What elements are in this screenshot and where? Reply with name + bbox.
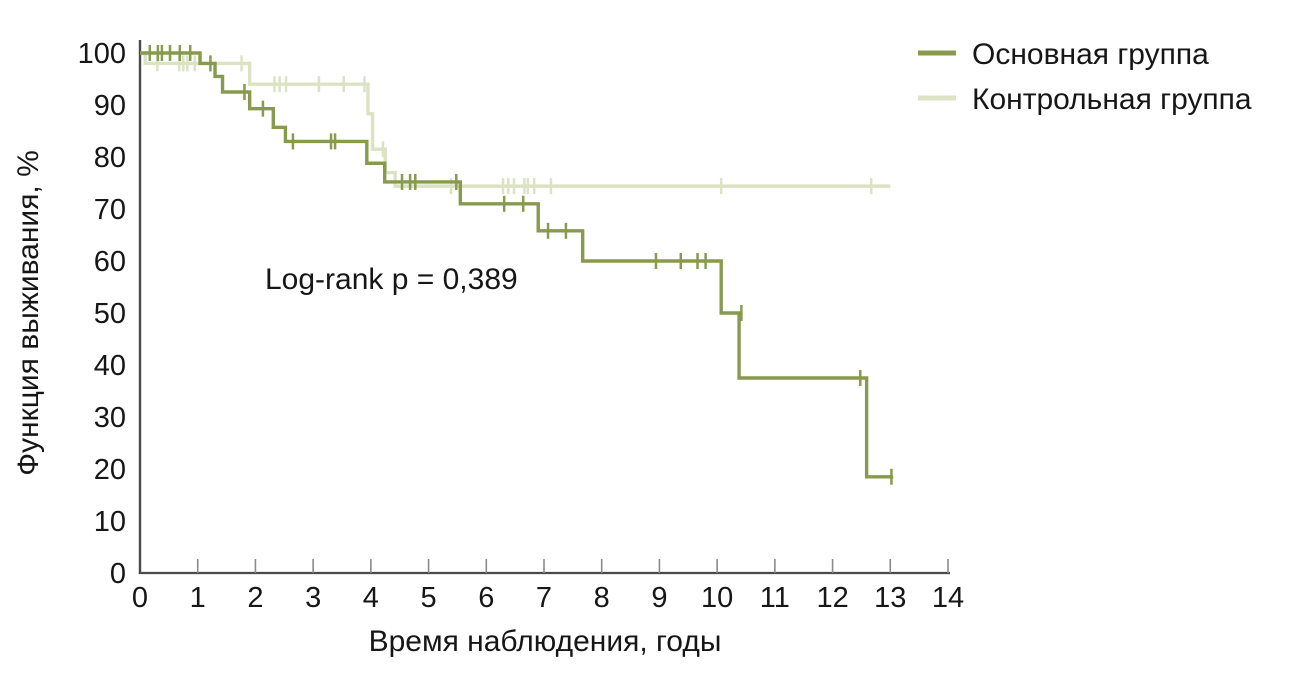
x-tick-label: 2 bbox=[247, 582, 263, 614]
x-axis-title: Время наблюдения, годы bbox=[369, 625, 722, 658]
y-tick-label: 60 bbox=[94, 246, 126, 278]
y-tick-label: 20 bbox=[94, 454, 126, 486]
y-tick-label: 50 bbox=[94, 298, 126, 330]
y-axis-labels: 0 10 20 30 40 50 60 70 80 90 100 bbox=[78, 38, 126, 590]
x-tick-label: 7 bbox=[536, 582, 552, 614]
y-tick-label: 10 bbox=[94, 506, 126, 538]
survival-curves bbox=[140, 45, 894, 485]
x-tick-label: 4 bbox=[363, 582, 379, 614]
x-tick-label: 9 bbox=[651, 582, 667, 614]
x-tick-label: 6 bbox=[478, 582, 494, 614]
y-axis-title: Функция выживания, % bbox=[12, 150, 45, 476]
x-tick-label: 1 bbox=[190, 582, 206, 614]
survival-curve-control-group bbox=[140, 51, 891, 188]
y-tick-label: 100 bbox=[78, 38, 126, 70]
x-tick-label: 10 bbox=[701, 582, 733, 614]
x-axis-ticks: 0 1 2 3 4 5 6 7 8 9 10 11 12 13 14 bbox=[132, 559, 964, 614]
survival-curve-main-group bbox=[140, 51, 894, 479]
log-rank-annotation: Log-rank p = 0,389 bbox=[265, 263, 518, 296]
y-tick-label: 30 bbox=[94, 402, 126, 434]
x-tick-label: 8 bbox=[594, 582, 610, 614]
legend-label-main-group: Основная группа bbox=[972, 38, 1209, 71]
y-tick-label: 90 bbox=[94, 90, 126, 122]
x-tick-label: 5 bbox=[421, 582, 437, 614]
y-tick-label: 0 bbox=[110, 558, 126, 590]
x-tick-label: 14 bbox=[932, 582, 964, 614]
x-tick-label: 11 bbox=[760, 582, 790, 614]
legend-label-control-group: Контрольная группа bbox=[972, 83, 1252, 116]
x-tick-label: 3 bbox=[305, 582, 321, 614]
x-tick-label: 13 bbox=[874, 582, 906, 614]
legend: Основная группа Контрольная группа bbox=[918, 38, 1252, 116]
x-tick-label: 0 bbox=[132, 582, 148, 614]
x-tick-label: 12 bbox=[816, 582, 848, 614]
y-tick-label: 70 bbox=[94, 194, 126, 226]
y-tick-label: 40 bbox=[94, 350, 126, 382]
y-tick-label: 80 bbox=[94, 142, 126, 174]
